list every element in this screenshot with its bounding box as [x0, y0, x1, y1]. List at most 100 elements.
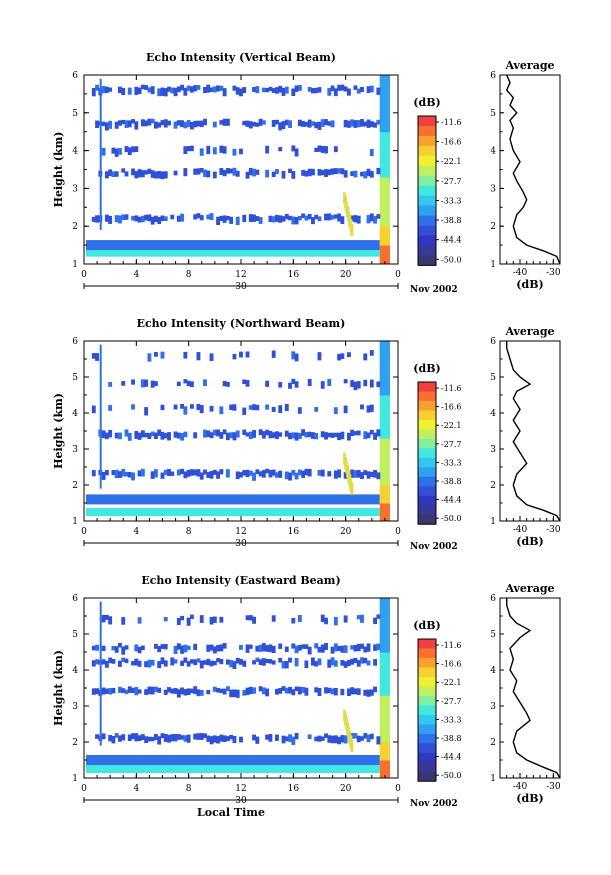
heatmap-cell: [232, 167, 237, 176]
heatmap-cell: [160, 351, 165, 359]
heatmap-cell: [360, 643, 364, 649]
heatmap-cell: [229, 216, 234, 224]
heatmap-cell: [350, 469, 355, 478]
heatmap-cell: [147, 736, 152, 742]
heatmap-cell: [261, 120, 266, 125]
heatmap-cell: [225, 168, 230, 174]
heatmap-cell: [95, 84, 99, 91]
heatmap-cell: [379, 616, 390, 621]
heatmap-cell: [356, 120, 361, 128]
heatmap-cell: [104, 688, 109, 694]
heatmap-cell: [150, 216, 155, 225]
heatmap-cell: [99, 601, 102, 746]
colorbar-swatch: [418, 175, 436, 187]
heatmap-cell: [353, 733, 358, 739]
average-y-tick-label: 6: [490, 337, 496, 347]
heatmap-cell: [108, 657, 113, 664]
heatmap-cell: [245, 615, 250, 621]
heatmap-cell: [239, 351, 243, 358]
heatmap-cell: [108, 429, 113, 438]
heatmap-cell: [373, 617, 378, 625]
colorbar-tick-label: -16.6: [441, 138, 462, 147]
heatmap-cell: [340, 660, 345, 666]
heatmap-cell: [252, 734, 256, 741]
heatmap-cell: [150, 471, 155, 479]
heatmap-cell: [153, 432, 158, 440]
heatmap-cell: [281, 686, 286, 691]
heatmap-cell: [271, 469, 276, 476]
heatmap-cell: [350, 429, 355, 437]
heatmap-cell: [186, 617, 191, 626]
heatmap-cell: [137, 470, 142, 477]
heatmap-cell: [121, 214, 126, 221]
average-x-tick-label: -40: [513, 268, 528, 278]
heatmap-cell: [206, 472, 211, 478]
average-y-tick-label: 2: [490, 222, 496, 232]
heatmap-cell: [379, 78, 390, 84]
heatmap-cell: [278, 688, 283, 694]
heatmap-cell: [222, 88, 227, 97]
heatmap-cell: [189, 404, 194, 409]
heatmap-cell: [275, 214, 279, 222]
colorbar-title: (dB): [413, 619, 440, 632]
heatmap-cell: [271, 350, 276, 358]
heatmap-cell: [366, 432, 371, 439]
heatmap-cell: [268, 469, 273, 478]
colorbar-swatch: [418, 145, 436, 157]
heatmap-cell: [310, 168, 315, 176]
heatmap-cell: [95, 734, 99, 739]
heatmap-cell: [333, 470, 338, 479]
heatmap-cell: [360, 736, 364, 741]
heatmap-cell: [265, 468, 270, 474]
heatmap-cell: [121, 469, 126, 477]
heatmap-cell: [193, 168, 198, 175]
heatmap-cell: [265, 145, 270, 154]
colorbar-swatch: [418, 762, 436, 773]
heatmap-cell: [310, 88, 315, 94]
heatmap-cell: [219, 432, 224, 439]
heatmap-cell: [330, 85, 335, 92]
panel-title: Echo Intensity (Northward Beam): [137, 317, 346, 330]
heatmap-cell: [170, 87, 175, 94]
heatmap-cell: [379, 634, 390, 639]
heatmap-cell: [346, 659, 351, 667]
heatmap-cell: [317, 470, 322, 476]
heatmap-cell: [242, 87, 247, 94]
heatmap-cell: [379, 241, 390, 246]
heatmap-cell: [337, 469, 342, 478]
heatmap-cell: [114, 215, 119, 223]
heatmap-cell: [137, 432, 142, 440]
heatmap-cell: [379, 101, 390, 106]
x-tick-label: 20: [340, 527, 352, 537]
heatmap-cell: [232, 736, 237, 744]
heatmap-cell: [379, 695, 390, 700]
heatmap-cell: [235, 216, 240, 226]
heatmap-cell: [157, 429, 162, 436]
heatmap-cell: [180, 403, 185, 409]
heatmap-cell: [379, 727, 390, 732]
heatmap-cell: [350, 223, 354, 236]
panel-2: Echo Intensity (Northward Beam)123456Hei…: [52, 317, 561, 552]
heatmap-cell: [199, 472, 204, 480]
heatmap-cell: [379, 698, 390, 703]
heatmap-cell: [330, 646, 335, 654]
heatmap-cell: [379, 420, 390, 425]
heatmap-cell: [356, 643, 361, 652]
colorbar-swatch: [418, 382, 436, 392]
heatmap-cell: [379, 229, 390, 235]
heatmap-cell: [346, 432, 351, 441]
average-x-label: (dB): [516, 792, 543, 805]
heatmap-cell: [196, 689, 201, 697]
x-tick-label: 4: [133, 270, 139, 280]
heatmap-cell: [160, 120, 165, 126]
heatmap-cell: [183, 146, 188, 154]
heatmap-cell: [242, 214, 247, 223]
colorbar-tick-label: -50.0: [441, 255, 462, 264]
heatmap-cell: [379, 666, 390, 671]
heatmap-cell: [268, 430, 273, 439]
heatmap-cell: [379, 135, 390, 140]
heatmap-cell: [268, 734, 273, 742]
y-tick-label: 3: [72, 445, 78, 455]
heatmap-cell: [379, 387, 390, 392]
heatmap-cell: [360, 657, 364, 664]
